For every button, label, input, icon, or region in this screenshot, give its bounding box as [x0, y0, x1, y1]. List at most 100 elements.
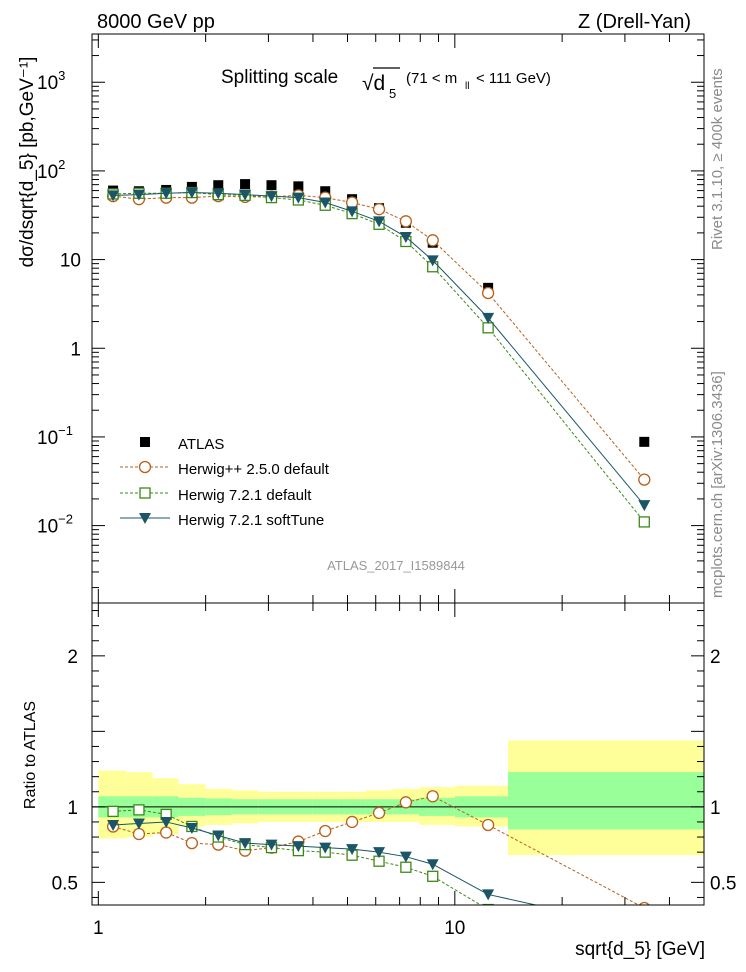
- ratio-point-h721: [107, 805, 119, 818]
- main-ytick-label-base: 10: [37, 162, 58, 183]
- plot-title: Splitting scale √d 5 (71 < m ll < 111 Ge…: [221, 67, 551, 101]
- main-point-atlas: [213, 180, 224, 191]
- main-point-herwigpp: [481, 286, 495, 300]
- title-sqrt-sub: 5: [389, 86, 396, 101]
- legend-marker-h721: [139, 487, 151, 499]
- main-point-h721: [638, 516, 650, 528]
- main-ytick-label: 103: [37, 68, 65, 94]
- main-point-herwigpp: [372, 203, 386, 216]
- ratio-ytick-label-right: 2: [710, 647, 721, 668]
- ratio-point-herwigpp: [426, 790, 439, 803]
- ratio-ytick-label-left: 0.5: [52, 873, 78, 894]
- main-ytick-label-base: 10: [60, 251, 81, 272]
- ratio-point-herwigpp: [481, 818, 495, 832]
- analysis-watermark: ATLAS_2017_I1589844: [327, 558, 465, 573]
- main-point-herwigpp: [399, 215, 413, 228]
- ratio-point-h721soft: [107, 819, 120, 831]
- main-point-atlas: [639, 436, 650, 447]
- ratio-point-h721soft: [482, 889, 495, 901]
- ratio-point-h721soft: [265, 839, 278, 851]
- title-text: Splitting scale: [221, 67, 338, 88]
- main-point-atlas: [266, 180, 277, 191]
- main-ytick-label: 10: [60, 251, 81, 272]
- title-range-pre: (71 < m: [406, 70, 457, 87]
- ratio-point-herwigpp: [132, 827, 146, 841]
- main-point-h721soft: [319, 197, 332, 209]
- main-point-atlas: [240, 179, 251, 190]
- ratio-ytick-label-left: 1: [67, 798, 78, 819]
- legend-label-atlas: ATLAS: [178, 436, 224, 453]
- main-point-h721soft: [399, 231, 412, 243]
- ratio-point-herwigpp: [160, 826, 173, 839]
- xlabel: sqrt{d_5} [GeV]: [575, 939, 705, 960]
- ratio-point-h721soft: [160, 816, 173, 828]
- ratio-point-h721soft: [132, 818, 145, 830]
- main-ytick-label-base: 10: [37, 73, 58, 94]
- main-point-herwigpp: [426, 234, 439, 247]
- ratio-frame: [91, 602, 705, 906]
- main-point-h721: [482, 322, 494, 334]
- collision-label: 8000 GeV pp: [97, 11, 215, 33]
- ratio-point-herwigpp: [345, 815, 359, 829]
- main-point-h721soft: [132, 189, 145, 201]
- ratio-point-h721: [400, 861, 412, 873]
- main-point-h721soft: [107, 190, 120, 202]
- main-ytick-label-base: 10: [37, 517, 58, 538]
- ratio-ytick-label-right: 1: [710, 798, 721, 819]
- ratio-point-h721soft: [212, 830, 225, 842]
- main-point-h721soft: [482, 312, 495, 324]
- ratio-point-herwigpp: [399, 796, 413, 809]
- xtick-label: 10: [444, 918, 465, 939]
- main-ytick-label-exp: −2: [58, 512, 73, 527]
- ratio-point-h721: [427, 870, 439, 882]
- legend-label-h721soft: Herwig 7.2.1 softTune: [178, 512, 324, 529]
- ratio-band-inner: [508, 772, 704, 830]
- main-point-h721soft: [292, 192, 305, 204]
- main-point-h721soft: [160, 188, 173, 200]
- main-ytick-label-base: 10: [37, 428, 58, 449]
- title-range-post: < 111 GeV): [476, 70, 551, 87]
- legend-marker-herwigpp: [138, 460, 152, 474]
- main-ylabel: dσ/dsqrt{d_5} [pb,GeV⁻¹]: [17, 57, 38, 268]
- main-ytick-label-exp: 2: [58, 157, 65, 172]
- main-ytick-label: 1: [70, 339, 81, 360]
- main-ytick-label: 10−2: [37, 512, 73, 538]
- ratio-point-h721soft: [319, 842, 332, 854]
- ratio-point-h721: [133, 804, 145, 816]
- ratio-point-h721soft: [399, 851, 412, 863]
- ratio-point-h721soft: [292, 841, 305, 853]
- main-point-h721soft: [265, 191, 278, 203]
- ratio-point-h721soft: [346, 844, 359, 856]
- legend-marker-atlas: [140, 437, 150, 447]
- main-point-atlas: [320, 186, 331, 197]
- ratio-point-herwigpp: [319, 824, 332, 838]
- main-point-herwigpp: [638, 473, 651, 486]
- main-ytick-label: 10−1: [37, 423, 73, 449]
- xtick-label: 1: [93, 918, 104, 939]
- ratio-panel: 2 2 1 1 0.5 0.5 1 10: [52, 602, 736, 939]
- legend-label-herwigpp: Herwig++ 2.5.0 default: [178, 461, 330, 478]
- main-ytick-label-exp: 3: [58, 68, 65, 83]
- ratio-point-h721soft: [373, 847, 386, 859]
- ratio-point-h721soft: [426, 859, 439, 871]
- legend-marker-h721soft: [139, 513, 151, 524]
- rivet-version: Rivet 3.1.10, ≥ 400k events: [709, 68, 726, 250]
- main-point-h721soft: [346, 206, 359, 218]
- main-point-h721soft: [239, 189, 252, 201]
- process-label: Z (Drell-Yan): [578, 11, 691, 33]
- mcplots-ref: mcplots.cern.ch [arXiv:1306.3436]: [709, 371, 726, 598]
- ratio-point-herwigpp: [372, 806, 386, 820]
- ratio-point-h721soft: [185, 822, 198, 834]
- main-ytick-label-base: 1: [70, 339, 81, 360]
- ratio-ylabel: Ratio to ATLAS: [22, 701, 39, 809]
- legend: ATLAS Herwig++ 2.5.0 default Herwig 7.2.…: [120, 436, 330, 529]
- ratio-point-h721soft: [239, 838, 252, 850]
- main-point-h721soft: [212, 188, 225, 200]
- ratio-point-herwigpp: [185, 836, 199, 850]
- main-point-h721soft: [373, 216, 386, 228]
- title-sqrt: √d: [362, 72, 385, 95]
- title-range-sub: ll: [465, 81, 469, 92]
- ratio-ytick-label-left: 2: [67, 647, 78, 668]
- main-point-h721soft: [638, 500, 651, 512]
